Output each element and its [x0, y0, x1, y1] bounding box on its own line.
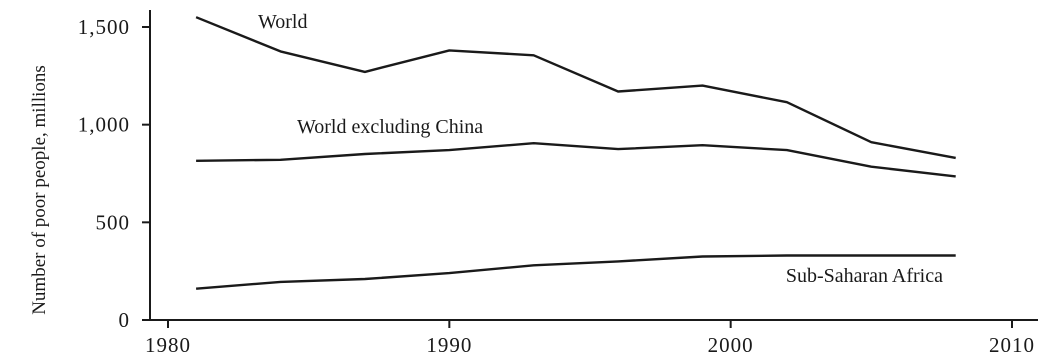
x-tick-label: 1980 [145, 333, 191, 357]
x-tick-label: 2010 [989, 333, 1035, 357]
series-labels: World World excluding China Sub-Saharan Af… [258, 11, 943, 287]
y-tick-label: 1,500 [78, 15, 130, 39]
series-line-sub-saharan-africa [196, 254, 956, 290]
y-axis-label: Number of poor people, millions [29, 65, 50, 315]
series-lines [195, 16, 956, 290]
y-tick-label: 1,000 [78, 113, 130, 137]
x-tick-label: 1990 [426, 333, 472, 357]
series-label-world: World [258, 11, 308, 33]
series-label-world-excluding-china: World excluding China [297, 116, 483, 138]
series-line-world [195, 16, 956, 160]
axes: 0 500 1,000 1,500 1980 1990 2000 2010 [78, 10, 1038, 357]
series-label-sub-saharan-africa: Sub-Saharan Africa [786, 265, 943, 287]
y-tick-label: 500 [96, 210, 131, 234]
series-line-world-excluding-china [196, 141, 956, 178]
y-tick-label: 0 [119, 308, 131, 332]
x-tick-label: 2000 [708, 333, 754, 357]
